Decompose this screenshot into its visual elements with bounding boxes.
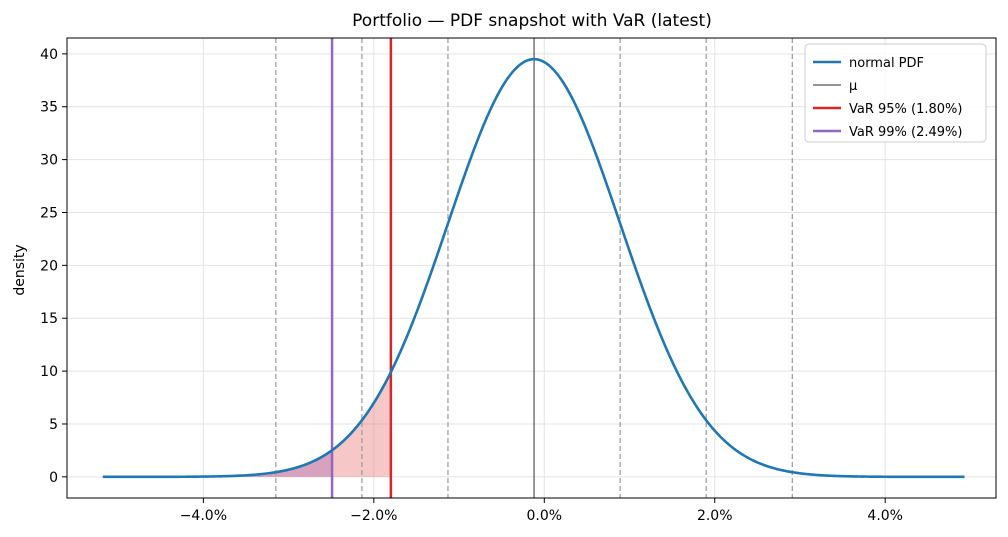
- x-tick-label: 4.0%: [867, 508, 903, 524]
- legend-entry: normal PDF: [849, 56, 924, 71]
- x-tick-label: −2.0%: [350, 508, 397, 524]
- x-tick-label: 0.0%: [526, 508, 562, 524]
- legend-box: [804, 43, 987, 143]
- y-tick-label: 15: [40, 311, 58, 327]
- var95-tail-fill: [102, 372, 391, 477]
- y-tick-label: 35: [40, 100, 58, 116]
- legend-entry: VaR 95% (1.80%): [849, 102, 962, 117]
- x-ticks: −4.0% −2.0% 0.0% 2.0% 4.0%: [180, 498, 903, 524]
- sigma-lines: [275, 38, 793, 498]
- y-tick-label: 5: [49, 417, 58, 433]
- legend-entry: μ: [849, 79, 857, 94]
- chart-title: Portfolio — PDF snapshot with VaR (lates…: [352, 11, 712, 31]
- x-tick-label: 2.0%: [697, 508, 733, 524]
- y-tick-label: 40: [40, 47, 58, 63]
- y-tick-label: 30: [40, 153, 58, 169]
- pdf-curve-group: [102, 57, 965, 479]
- y-ticks: 0 5 10 15 20 25 30 35 40: [40, 47, 67, 486]
- y-axis-label: density: [12, 244, 28, 295]
- tail-fills: [102, 372, 391, 477]
- reference-lines: [330, 38, 535, 498]
- y-tick-label: 20: [40, 258, 58, 274]
- var99-tail-fill: [102, 450, 333, 477]
- y-tick-label: 25: [40, 205, 58, 221]
- legend-entry: VaR 99% (2.49%): [849, 125, 962, 140]
- y-tick-label: 0: [49, 470, 58, 486]
- plot-frame: [66, 37, 997, 499]
- legend: normal PDF μ VaR 95% (1.80%) VaR 99% (2.49%…: [804, 43, 987, 143]
- y-tick-label: 10: [40, 364, 58, 380]
- pdf-curve: [102, 57, 965, 479]
- x-tick-label: −4.0%: [180, 508, 227, 524]
